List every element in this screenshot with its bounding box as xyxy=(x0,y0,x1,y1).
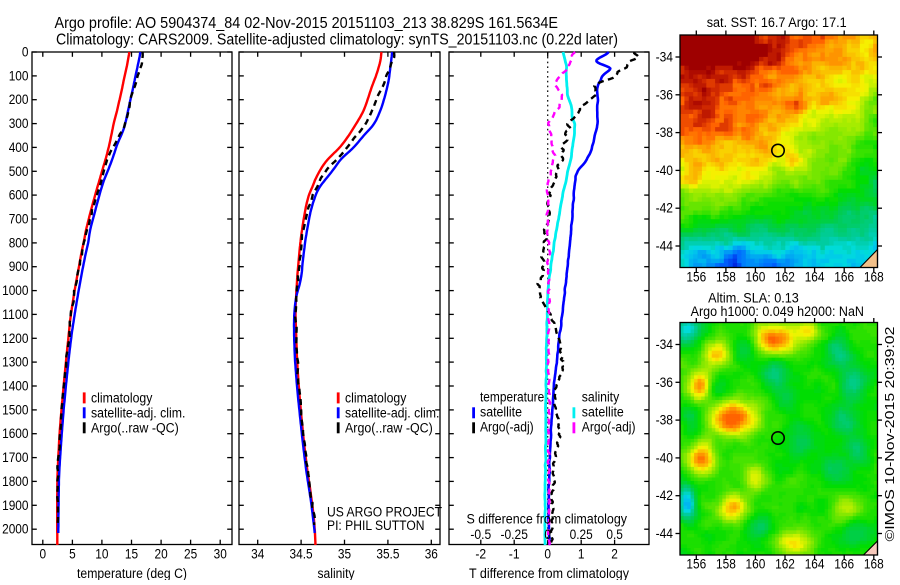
svg-text:160: 160 xyxy=(746,270,766,285)
svg-text:1: 1 xyxy=(578,547,585,562)
svg-text:10: 10 xyxy=(95,547,108,562)
svg-text:-34: -34 xyxy=(656,50,674,65)
svg-text:-44: -44 xyxy=(656,526,674,541)
svg-text:162: 162 xyxy=(775,270,795,285)
svg-text:158: 158 xyxy=(716,557,736,572)
svg-text:temperature (deg C): temperature (deg C) xyxy=(77,566,187,580)
svg-text:-36: -36 xyxy=(656,375,673,390)
svg-text:-34: -34 xyxy=(656,337,674,352)
svg-text:36: 36 xyxy=(425,547,438,562)
svg-text:satellite: satellite xyxy=(582,404,624,419)
svg-text:Argo(..raw -QC): Argo(..raw -QC) xyxy=(345,420,433,435)
svg-text:sat. SST: 16.7 Argo: 17.1: sat. SST: 16.7 Argo: 17.1 xyxy=(707,15,847,30)
svg-text:30: 30 xyxy=(214,547,227,562)
svg-text:PI: PHIL SUTTON: PI: PHIL SUTTON xyxy=(327,518,425,533)
svg-text:800: 800 xyxy=(9,235,29,250)
svg-text:-42: -42 xyxy=(656,201,673,216)
svg-text:-38: -38 xyxy=(656,413,673,428)
svg-text:300: 300 xyxy=(9,116,29,131)
svg-text:Argo h1000: 0.049 h2000: NaN: Argo h1000: 0.049 h2000: NaN xyxy=(691,304,864,319)
svg-text:satellite: satellite xyxy=(480,404,522,419)
svg-text:160: 160 xyxy=(746,557,766,572)
svg-text:35: 35 xyxy=(338,547,351,562)
svg-text:158: 158 xyxy=(716,270,736,285)
svg-text:2000: 2000 xyxy=(2,522,28,537)
svg-text:1200: 1200 xyxy=(2,331,28,346)
svg-text:164: 164 xyxy=(805,557,825,572)
svg-text:166: 166 xyxy=(834,270,854,285)
svg-text:0: 0 xyxy=(544,527,551,542)
svg-text:1300: 1300 xyxy=(2,355,28,370)
svg-text:1600: 1600 xyxy=(2,426,28,441)
svg-text:Altim. SLA: 0.13: Altim. SLA: 0.13 xyxy=(708,291,799,306)
svg-text:T difference from climatology: T difference from climatology xyxy=(469,566,629,580)
svg-text:1100: 1100 xyxy=(2,307,28,322)
svg-text:-0.25: -0.25 xyxy=(501,527,528,542)
svg-text:34.5: 34.5 xyxy=(290,547,313,562)
svg-text:166: 166 xyxy=(834,557,854,572)
svg-text:1800: 1800 xyxy=(2,474,28,489)
svg-text:164: 164 xyxy=(805,270,825,285)
svg-text:1900: 1900 xyxy=(2,498,28,513)
svg-text:500: 500 xyxy=(9,164,29,179)
svg-text:Argo(..raw -QC): Argo(..raw -QC) xyxy=(91,420,179,435)
svg-text:-44: -44 xyxy=(656,239,674,254)
svg-text:salinity: salinity xyxy=(318,566,355,580)
svg-text:US ARGO PROJECT: US ARGO PROJECT xyxy=(327,505,442,520)
svg-text:-2: -2 xyxy=(475,547,486,562)
svg-text:-42: -42 xyxy=(656,488,673,503)
svg-text:156: 156 xyxy=(686,270,706,285)
svg-text:-38: -38 xyxy=(656,125,673,140)
svg-text:15: 15 xyxy=(125,547,138,562)
svg-text:1700: 1700 xyxy=(2,450,28,465)
svg-text:35.5: 35.5 xyxy=(376,547,399,562)
svg-text:25: 25 xyxy=(184,547,197,562)
svg-text:200: 200 xyxy=(9,92,29,107)
svg-text:Argo(-adj): Argo(-adj) xyxy=(480,419,534,434)
svg-text:5: 5 xyxy=(69,547,76,562)
svg-text:1500: 1500 xyxy=(2,402,28,417)
svg-text:0.25: 0.25 xyxy=(570,527,593,542)
svg-text:©IMOS 10-Nov-2015 20:39:02: ©IMOS 10-Nov-2015 20:39:02 xyxy=(882,327,897,542)
svg-text:-36: -36 xyxy=(656,87,673,102)
svg-text:Argo(-adj): Argo(-adj) xyxy=(582,419,636,434)
svg-text:168: 168 xyxy=(864,270,884,285)
svg-text:S difference from climatology: S difference from climatology xyxy=(467,512,628,527)
svg-text:1400: 1400 xyxy=(2,379,28,394)
svg-text:20: 20 xyxy=(155,547,168,562)
svg-text:salinity: salinity xyxy=(582,389,620,404)
svg-text:168: 168 xyxy=(864,557,884,572)
svg-text:2: 2 xyxy=(611,547,618,562)
svg-text:satellite-adj. clim.: satellite-adj. clim. xyxy=(345,405,439,420)
svg-text:-40: -40 xyxy=(656,450,673,465)
svg-text:400: 400 xyxy=(9,140,29,155)
svg-text:0: 0 xyxy=(22,45,29,60)
svg-text:satellite-adj. clim.: satellite-adj. clim. xyxy=(91,405,185,420)
svg-text:Argo profile: AO 5904374_84 02: Argo profile: AO 5904374_84 02-Nov-2015 … xyxy=(55,15,559,32)
svg-text:900: 900 xyxy=(9,259,29,274)
svg-text:156: 156 xyxy=(686,557,706,572)
svg-text:climatology: climatology xyxy=(91,390,153,405)
svg-text:162: 162 xyxy=(775,557,795,572)
svg-text:0: 0 xyxy=(544,547,551,562)
svg-text:-0.5: -0.5 xyxy=(470,527,491,542)
svg-text:temperature: temperature xyxy=(480,389,544,404)
svg-text:-40: -40 xyxy=(656,163,673,178)
svg-text:600: 600 xyxy=(9,188,29,203)
svg-text:0.5: 0.5 xyxy=(606,527,623,542)
svg-text:1000: 1000 xyxy=(2,283,28,298)
svg-text:100: 100 xyxy=(9,68,29,83)
svg-text:34: 34 xyxy=(251,547,265,562)
svg-text:700: 700 xyxy=(9,212,29,227)
svg-text:Climatology: CARS2009. Satelli: Climatology: CARS2009. Satellite-adjuste… xyxy=(56,32,618,49)
svg-text:0: 0 xyxy=(40,547,47,562)
svg-text:-1: -1 xyxy=(509,547,520,562)
svg-text:climatology: climatology xyxy=(345,390,407,405)
